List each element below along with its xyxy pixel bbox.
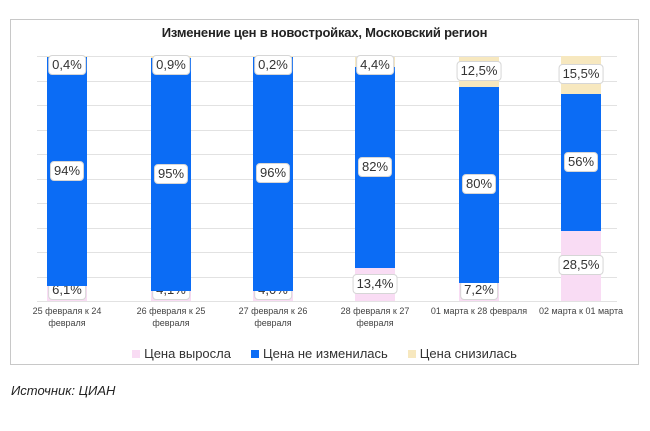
data-label: 96% [255, 162, 291, 183]
gridline [37, 56, 617, 57]
legend-item-same: Цена не изменилась [250, 346, 388, 361]
legend-item-fall: Цена снизилась [407, 346, 517, 361]
data-label: 0,2% [254, 55, 292, 75]
data-label: 0,9% [152, 55, 190, 75]
data-label: 80% [461, 174, 497, 195]
stacked-bar: 4,0%96%0,2% [253, 55, 293, 301]
data-label: 13,4% [352, 273, 398, 294]
data-label: 0,4% [48, 55, 86, 75]
legend-label: Цена выросла [144, 346, 231, 361]
legend-swatch-icon [407, 350, 416, 358]
legend-swatch-icon [132, 350, 141, 358]
category-label: 26 февраля к 25 февраля [136, 306, 206, 328]
gridline [37, 105, 617, 106]
category-label: 25 февраля к 24 февраля [32, 306, 102, 328]
data-label: 4,4% [356, 55, 394, 75]
category-label: 27 февраля к 26 февраля [238, 306, 308, 328]
data-label: 95% [153, 163, 189, 184]
legend-item-rose: Цена выросла [132, 346, 231, 361]
stacked-bar: 6,1% 94% 0,4% [47, 55, 87, 301]
gridline [37, 129, 617, 131]
stacked-bar: 7,2% 80% 12,5% [456, 56, 502, 301]
category-label: 01 марта к 28 февраля [430, 306, 528, 316]
stacked-bar: 28,5% 56% 15,5% [558, 56, 604, 301]
gridline [37, 227, 617, 229]
chart-frame: Изменение цен в новостройках, Московский… [10, 19, 639, 365]
gridline [37, 252, 617, 253]
data-label: 82% [357, 156, 393, 177]
gridline [37, 178, 617, 180]
data-label: 94% [49, 160, 85, 181]
legend-label: Цена снизилась [419, 346, 517, 361]
legend: Цена выросла Цена не изменилась Цена снизи… [11, 346, 638, 361]
source-note: Источник: ЦИАН [11, 383, 116, 398]
data-label: 28,5% [558, 255, 604, 276]
gridline [37, 154, 617, 155]
category-label: 02 марта к 01 марта [538, 306, 623, 316]
legend-label: Цена не изменилась [262, 346, 388, 361]
data-label: 12,5% [456, 61, 502, 82]
gridline [37, 80, 617, 82]
data-label: 7,2% [460, 280, 498, 300]
stacked-bar: 13,4% 82% 4,4% [352, 55, 398, 301]
chart-title: Изменение цен в новостройках, Московский… [161, 25, 488, 40]
gridline [37, 203, 617, 204]
data-label: 15,5% [558, 64, 604, 84]
data-label: 56% [563, 151, 599, 172]
plot-area: 6,1%94%0,4%25 февраля к 24февраля4,1%95%… [33, 55, 623, 328]
category-label: 28 февраля к 27 февраля [340, 306, 410, 328]
gridline [37, 276, 617, 278]
stacked-bar: 4,1%95%0,9% [151, 55, 191, 301]
gridline [37, 301, 617, 302]
legend-swatch-icon [250, 350, 259, 358]
